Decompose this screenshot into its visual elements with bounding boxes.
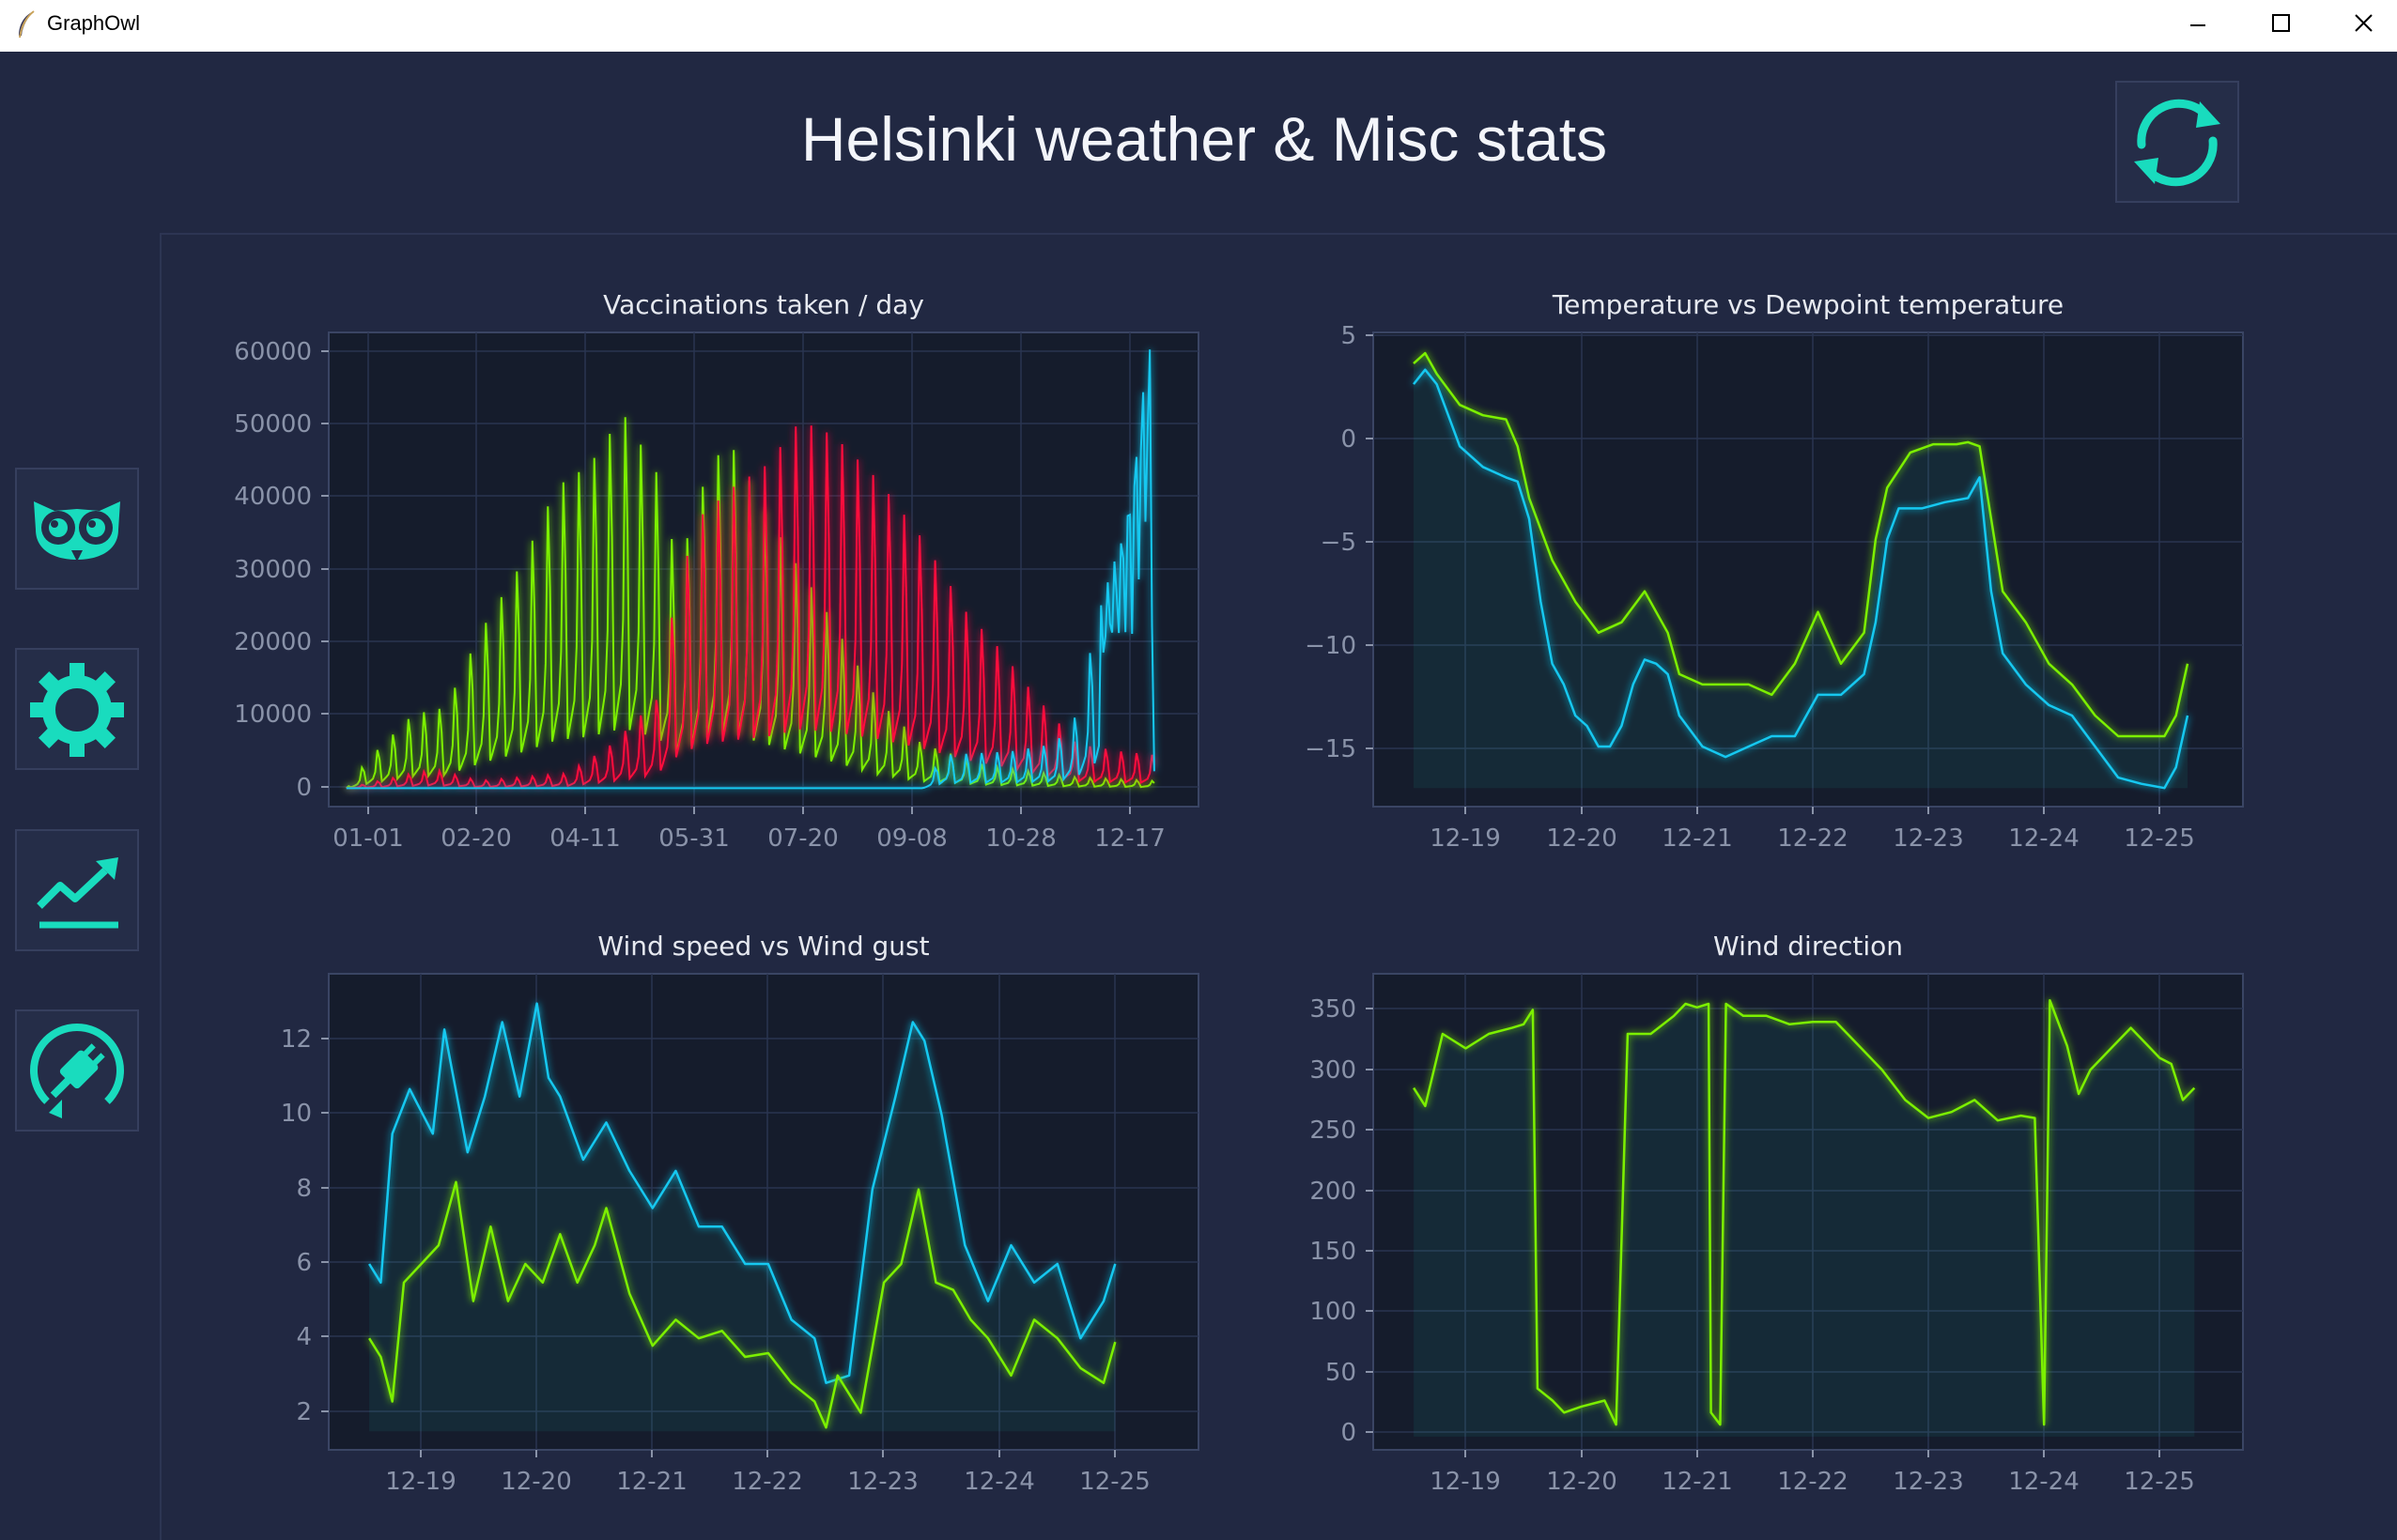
- x-tick-label: 12-25: [2124, 1468, 2195, 1496]
- y-tick-label: 2: [296, 1398, 312, 1426]
- series-line-green: [1413, 998, 2196, 1426]
- plug-icon: [30, 1024, 124, 1118]
- x-tick-label: 02-20: [441, 824, 512, 853]
- x-tick-label: 12-25: [2124, 824, 2195, 853]
- content-panel: [160, 233, 2397, 1540]
- plot-area: [1372, 973, 2244, 1451]
- x-tick-label: 09-08: [876, 824, 948, 853]
- x-tick-label: 12-22: [1777, 824, 1848, 853]
- y-tick-label: 150: [1309, 1238, 1356, 1266]
- x-tick-label: 12-24: [964, 1468, 1035, 1496]
- x-tick-label: 12-20: [1546, 824, 1617, 853]
- x-tick-label: 12-23: [847, 1468, 919, 1496]
- owl-icon: [34, 501, 120, 562]
- x-tick-label: 12-25: [1079, 1468, 1151, 1496]
- series-line-cyan: [346, 349, 1155, 790]
- y-tick-label: 0: [1340, 1419, 1356, 1447]
- series-area-fill: [1414, 353, 2188, 789]
- y-tick-label: 60000: [234, 338, 312, 366]
- x-tick-label: 12-20: [501, 1468, 572, 1496]
- y-tick-label: 0: [296, 774, 312, 802]
- x-tick-label: 01-01: [332, 824, 404, 853]
- y-tick-label: 6: [296, 1249, 312, 1277]
- chart-0: Vaccinations taken / day 01-01 02-20 04-11 0…: [234, 289, 1199, 853]
- refresh-icon: [2134, 99, 2220, 187]
- y-tick-label: 50000: [234, 410, 312, 439]
- x-tick-label: 12-21: [1662, 824, 1733, 853]
- y-tick-label: 8: [296, 1175, 312, 1203]
- x-tick-label: 12-24: [2008, 824, 2080, 853]
- plot-area: [328, 973, 1199, 1451]
- y-tick-label: 250: [1309, 1116, 1356, 1145]
- x-tick-label: 12-22: [732, 1468, 803, 1496]
- sidebar-item-owl[interactable]: [15, 468, 139, 590]
- chart-2: Wind speed vs Wind gust 12-19 12-20 12-21 12…: [281, 931, 1199, 1496]
- x-tick-label: 12-23: [1893, 824, 1964, 853]
- page-title: Helsinki weather & Misc stats: [800, 104, 1608, 174]
- maximize-icon: [2272, 14, 2290, 32]
- y-tick-label: 40000: [234, 483, 312, 511]
- x-tick-label: 12-19: [385, 1468, 456, 1496]
- y-tick-label: 20000: [234, 628, 312, 656]
- y-tick-label: 200: [1309, 1178, 1356, 1206]
- series-line-green: [368, 1180, 1117, 1429]
- close-icon: [2355, 14, 2373, 32]
- x-tick-label: 12-19: [1430, 824, 1501, 853]
- y-tick-label: 10000: [234, 701, 312, 729]
- y-tick-label: 300: [1309, 1056, 1356, 1085]
- chart-3: Wind direction 12-19 12-20 12-21 12-22 12-23 1…: [1309, 931, 2244, 1496]
- x-tick-label: 12-21: [1662, 1468, 1733, 1496]
- refresh-button[interactable]: [2115, 81, 2239, 203]
- chart-1: Temperature vs Dewpoint temperature 12-19…: [1305, 289, 2244, 853]
- chart-title: Vaccinations taken / day: [603, 289, 924, 320]
- minimize-button[interactable]: [2160, 0, 2235, 52]
- y-tick-label: −15: [1305, 735, 1356, 763]
- y-tick-label: 4: [296, 1323, 312, 1351]
- x-tick-label: 12-24: [2008, 1468, 2080, 1496]
- series-line-red: [346, 425, 1155, 790]
- series-line-green: [1413, 351, 2189, 738]
- y-tick-label: 350: [1309, 995, 1356, 1024]
- x-tick-label: 05-31: [658, 824, 730, 853]
- y-tick-label: 50: [1325, 1359, 1356, 1387]
- minimize-icon: [2190, 24, 2205, 26]
- series-area-fill: [369, 1003, 1116, 1432]
- y-tick-label: 30000: [234, 556, 312, 584]
- chart-title: Wind speed vs Wind gust: [597, 931, 929, 962]
- x-tick-label: 12-22: [1777, 1468, 1848, 1496]
- chart-title: Temperature vs Dewpoint temperature: [1552, 289, 2064, 320]
- y-tick-label: 0: [1340, 425, 1356, 454]
- x-tick-label: 12-19: [1430, 1468, 1501, 1496]
- series-line-cyan: [1413, 368, 2189, 790]
- y-tick-label: 10: [281, 1100, 312, 1128]
- trend-chart-icon: [37, 857, 118, 929]
- x-tick-label: 12-21: [616, 1468, 688, 1496]
- gear-icon: [30, 663, 124, 757]
- maximize-button[interactable]: [2243, 0, 2318, 52]
- plot-area: [1372, 331, 2244, 808]
- x-tick-label: 04-11: [549, 824, 621, 853]
- window-title: GraphOwl: [47, 11, 141, 35]
- y-tick-label: 5: [1340, 322, 1356, 350]
- sidebar-item-plugin[interactable]: [15, 1009, 139, 1132]
- series-area-fill: [1414, 1000, 2195, 1437]
- sidebar-item-settings[interactable]: [15, 648, 139, 770]
- series-line-cyan: [368, 1002, 1117, 1384]
- x-tick-label: 07-20: [767, 824, 839, 853]
- y-tick-label: −5: [1321, 529, 1356, 557]
- sidebar-item-charts[interactable]: [15, 829, 139, 951]
- x-tick-label: 10-28: [985, 824, 1057, 853]
- x-tick-label: 12-17: [1094, 824, 1166, 853]
- close-button[interactable]: [2326, 0, 2397, 52]
- y-tick-label: 100: [1309, 1298, 1356, 1326]
- x-tick-label: 12-23: [1893, 1468, 1964, 1496]
- y-tick-label: −10: [1305, 632, 1356, 660]
- feather-icon: [19, 10, 35, 38]
- window-titlebar: GraphOwl: [0, 0, 2397, 52]
- chart-title: Wind direction: [1713, 931, 1903, 962]
- x-tick-label: 12-20: [1546, 1468, 1617, 1496]
- y-tick-label: 12: [281, 1025, 312, 1054]
